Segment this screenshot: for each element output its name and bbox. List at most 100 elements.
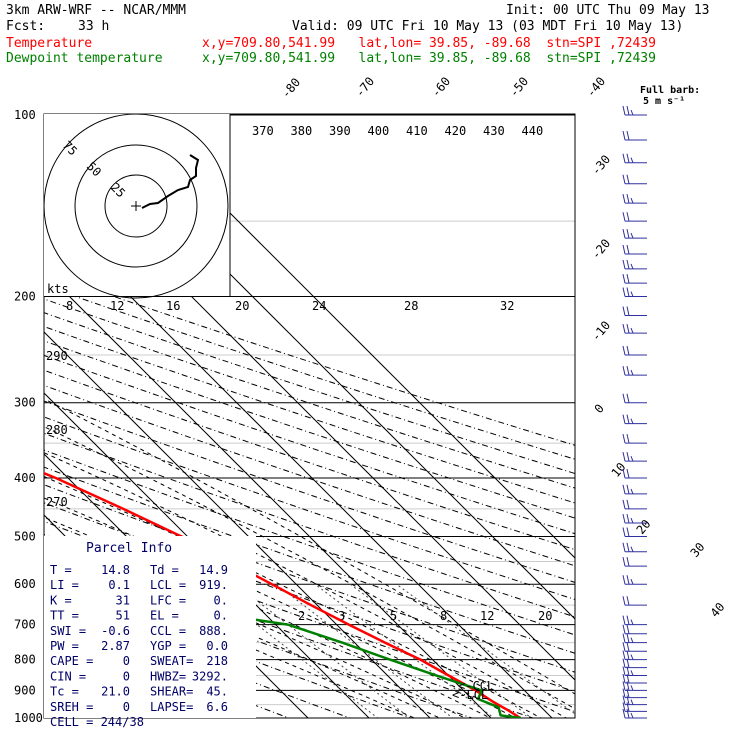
wind-barb-flag — [630, 291, 634, 297]
wind-barb-flag — [630, 712, 634, 719]
speed-tick-label: 12 — [110, 299, 124, 313]
wind-barb-flag — [622, 212, 626, 222]
wind-barb-flag — [630, 418, 634, 424]
moist-adiabat-line — [44, 475, 543, 718]
wind-barb-flag — [622, 287, 626, 297]
wind-barb-flag — [622, 366, 626, 376]
wind-barb-flag — [626, 212, 630, 222]
parcel-info-cell: TT = — [50, 609, 79, 623]
hodograph-unit-label: kts — [47, 282, 69, 296]
dry-adiabat-line — [44, 312, 575, 489]
wind-barb-flag — [626, 513, 630, 524]
pressure-tick-label: 100 — [14, 108, 36, 122]
wind-barb-flag — [622, 658, 626, 668]
parcel-info-title: Parcel Info — [86, 541, 172, 556]
wind-barb-flag — [626, 673, 630, 684]
parcel-info-cell: K = — [50, 593, 72, 607]
speed-tick-label: 32 — [500, 299, 514, 313]
parcel-info-cell: Tc = — [50, 685, 79, 699]
parcel-info-cell: LCL = — [150, 578, 186, 592]
wind-barb-flag — [626, 130, 630, 141]
wind-barb-flag — [626, 414, 630, 424]
wind-barb-flag — [630, 546, 634, 552]
lcl-marker: <-LCL — [452, 688, 488, 702]
pressure-tick-label: 1000 — [14, 711, 43, 725]
wind-barb-flag — [630, 517, 634, 524]
pressure-tick-label: 300 — [14, 396, 36, 410]
isotherm-tick-label: -80 — [279, 75, 304, 101]
parcel-info-cell: 0.0 — [206, 639, 228, 653]
hodograph-ring — [74, 144, 198, 268]
wind-barb-flag — [626, 153, 630, 163]
wind-barb-flag — [630, 699, 634, 705]
temperature-location-info: x,y=709.80,541.99 lat,lon= 39.85, -89.68… — [202, 36, 656, 51]
wind-barb-flag — [622, 324, 626, 334]
isotherm-line — [44, 331, 431, 718]
parcel-info-cell: 0 — [123, 654, 130, 668]
wind-barb-flag — [622, 513, 626, 524]
wind-barb-flag — [622, 468, 626, 479]
dewpoint-location-info: x,y=709.80,541.99 lat,lon= 39.85, -89.68… — [202, 51, 656, 66]
parcel-info-cell: EL = — [150, 609, 179, 623]
speed-tick-label: 16 — [166, 299, 180, 313]
wind-barb-flag — [630, 263, 634, 270]
wind-barb-flag — [630, 685, 634, 691]
dry-adiabat-line — [44, 326, 575, 504]
parcel-info-cell: CAPE = — [50, 654, 93, 668]
moist-adiabat-line — [44, 549, 441, 718]
wind-barb-flag — [626, 695, 630, 705]
wind-barb-flag — [626, 708, 630, 719]
parcel-info-cell: 6.6 — [206, 700, 228, 714]
wind-barb-flag — [626, 194, 630, 204]
hodograph-ring — [43, 113, 229, 299]
isotherm-line — [0, 115, 16, 731]
theta-side-label: 270 — [46, 495, 68, 509]
parcel-info-cell: 0.1 — [108, 578, 130, 592]
theta-tick-label: 400 — [368, 124, 390, 138]
speed-tick-label: 20 — [235, 299, 249, 313]
parcel-info-panel — [44, 536, 256, 718]
isotherm-line — [44, 392, 370, 718]
speed-tick-label: 24 — [312, 299, 326, 313]
parcel-cell-motion: CELL = 244/38 — [50, 715, 144, 729]
dry-adiabat-line — [44, 466, 575, 654]
parcel-info-cell: T = — [50, 563, 72, 577]
parcel-info-cell: HWBZ= — [150, 669, 186, 683]
wind-barb-flag — [626, 633, 630, 643]
parcel-info-cell: SREH = — [50, 700, 93, 714]
wind-barb-flag — [622, 666, 626, 676]
wind-barb-flag — [626, 596, 630, 606]
isotherm-tick-label: -20 — [589, 236, 614, 262]
theta-tick-label: 430 — [483, 124, 505, 138]
isotherm-tick-label: -70 — [353, 74, 378, 100]
wind-barb-flag — [622, 273, 626, 284]
wind-barb-flag — [630, 654, 634, 660]
parcel-info-cell: 14.9 — [199, 563, 228, 577]
theta-tick-label: 420 — [445, 124, 467, 138]
wind-barb-flag — [630, 488, 634, 495]
wind-barb-flag — [630, 197, 634, 204]
isotherm-tick-label: -30 — [589, 152, 614, 178]
parcel-info-cell: 0. — [214, 609, 228, 623]
wind-barb-flag — [626, 468, 630, 479]
init-time: Init: 00 UTC Thu 09 May 13 — [506, 3, 710, 18]
parcel-info-cell: SHEAR= — [150, 685, 193, 699]
wind-barb-flag — [622, 414, 626, 424]
mixing-ratio-label: 2 — [298, 609, 305, 623]
wind-barb-flag — [626, 393, 630, 403]
parcel-info-cell: 45. — [206, 685, 228, 699]
wind-barb-flag — [626, 433, 630, 444]
wind-barb-flag — [626, 658, 630, 668]
wind-barb-flag — [622, 575, 626, 585]
mixing-ratio-line — [275, 583, 454, 718]
wind-barb-flag — [622, 557, 626, 567]
wind-barb-flag — [626, 557, 630, 567]
pressure-tick-label: 400 — [14, 471, 36, 485]
wind-barb-flag — [622, 615, 626, 625]
wind-barb-flag — [622, 194, 626, 204]
wind-barb-flag — [626, 306, 630, 316]
isotherm-line — [131, 114, 575, 559]
dewpoint-profile — [44, 564, 522, 718]
speed-tick-label: 28 — [404, 299, 418, 313]
temperature-profile — [44, 471, 521, 718]
